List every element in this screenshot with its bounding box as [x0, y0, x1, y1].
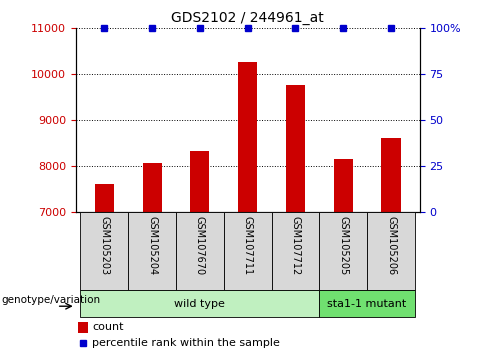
Bar	[367, 212, 415, 290]
Text: wild type: wild type	[174, 298, 225, 309]
Bar	[190, 151, 209, 212]
Bar	[334, 160, 353, 212]
Bar	[95, 184, 114, 212]
Bar	[128, 212, 176, 290]
Text: sta1-1 mutant: sta1-1 mutant	[327, 298, 407, 309]
Text: GSM105203: GSM105203	[100, 216, 109, 275]
Bar	[382, 138, 401, 212]
Bar	[319, 290, 415, 317]
Bar	[238, 62, 257, 212]
Bar	[286, 85, 305, 212]
Text: GSM107711: GSM107711	[243, 216, 253, 275]
Bar	[271, 212, 319, 290]
Text: percentile rank within the sample: percentile rank within the sample	[93, 338, 281, 348]
Bar	[142, 163, 162, 212]
Text: GSM107712: GSM107712	[290, 216, 301, 275]
Text: GSM105205: GSM105205	[338, 216, 348, 275]
Text: GSM105206: GSM105206	[386, 216, 396, 275]
Bar	[81, 290, 319, 317]
Bar	[176, 212, 224, 290]
Bar	[81, 212, 128, 290]
Title: GDS2102 / 244961_at: GDS2102 / 244961_at	[171, 11, 324, 24]
Text: count: count	[93, 322, 124, 332]
Text: GSM107670: GSM107670	[195, 216, 205, 275]
Text: genotype/variation: genotype/variation	[1, 295, 101, 304]
Bar	[78, 322, 88, 333]
Bar	[319, 212, 367, 290]
Bar	[224, 212, 271, 290]
Text: GSM105204: GSM105204	[147, 216, 157, 275]
